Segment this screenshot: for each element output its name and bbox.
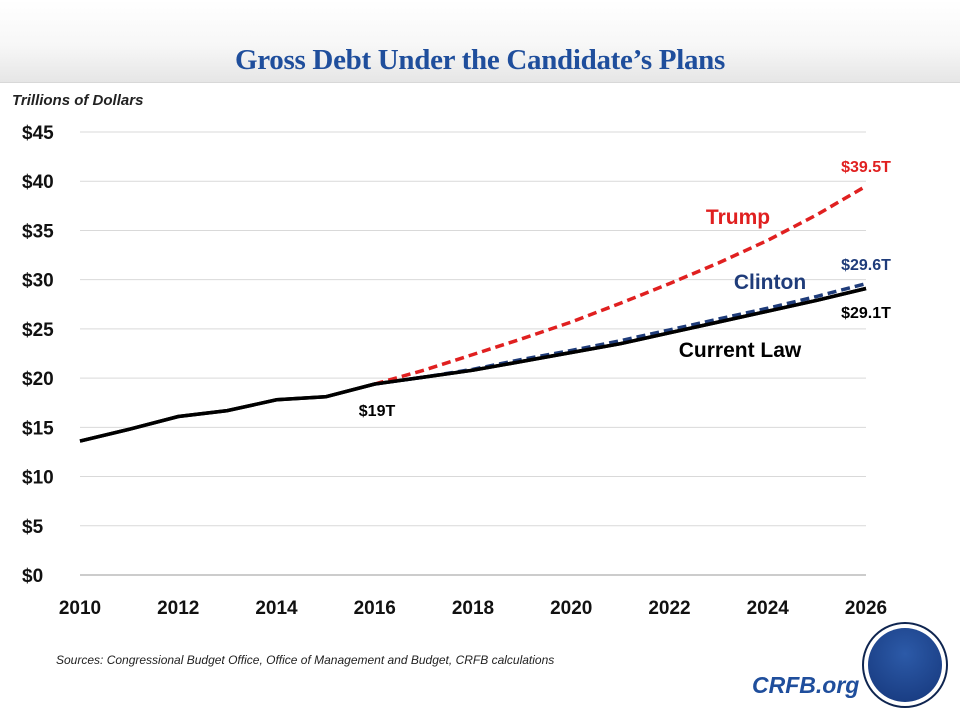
series-line-trump xyxy=(374,184,867,386)
y-tick-label: $30 xyxy=(22,271,54,292)
y-tick-label: $10 xyxy=(22,468,54,489)
capitol-dome-icon xyxy=(868,628,942,702)
y-tick-label: $20 xyxy=(22,369,54,390)
chart-title: Gross Debt Under the Candidate’s Plans xyxy=(235,44,725,76)
series-label: Clinton xyxy=(734,271,806,294)
y-axis-unit-label: Trillions of Dollars xyxy=(12,92,144,109)
y-tick-label: $40 xyxy=(22,172,54,193)
x-tick-label: 2010 xyxy=(59,598,101,619)
y-tick-label: $15 xyxy=(22,418,54,439)
header-band xyxy=(0,0,960,83)
x-tick-label: 2022 xyxy=(648,598,690,619)
y-tick-label: $25 xyxy=(22,320,54,341)
series-label: Trump xyxy=(706,206,770,229)
x-tick-label: 2020 xyxy=(550,598,592,619)
series-line-current-law-overlay xyxy=(79,286,867,443)
x-tick-label: 2016 xyxy=(354,598,396,619)
series-label: Current Law xyxy=(679,339,802,362)
x-tick-label: 2018 xyxy=(452,598,494,619)
y-tick-label: $5 xyxy=(22,517,44,538)
x-tick-label: 2012 xyxy=(157,598,199,619)
x-tick-label: 2026 xyxy=(845,598,887,619)
crfb-logo xyxy=(862,622,948,708)
y-tick-label: $35 xyxy=(22,221,54,242)
site-link[interactable]: CRFB.org xyxy=(752,672,860,698)
series-line-clinton xyxy=(374,281,867,386)
x-tick-label: 2014 xyxy=(255,598,298,619)
data-label: $39.5T xyxy=(841,159,891,176)
y-tick-label: $45 xyxy=(22,123,54,144)
data-label: $29.6T xyxy=(841,257,891,274)
y-tick-label: $0 xyxy=(22,566,43,587)
x-tick-label: 2024 xyxy=(747,598,790,619)
data-label: $29.1T xyxy=(841,305,891,322)
source-note: Sources: Congressional Budget Office, Of… xyxy=(56,653,555,667)
data-label: $19T xyxy=(359,403,396,420)
